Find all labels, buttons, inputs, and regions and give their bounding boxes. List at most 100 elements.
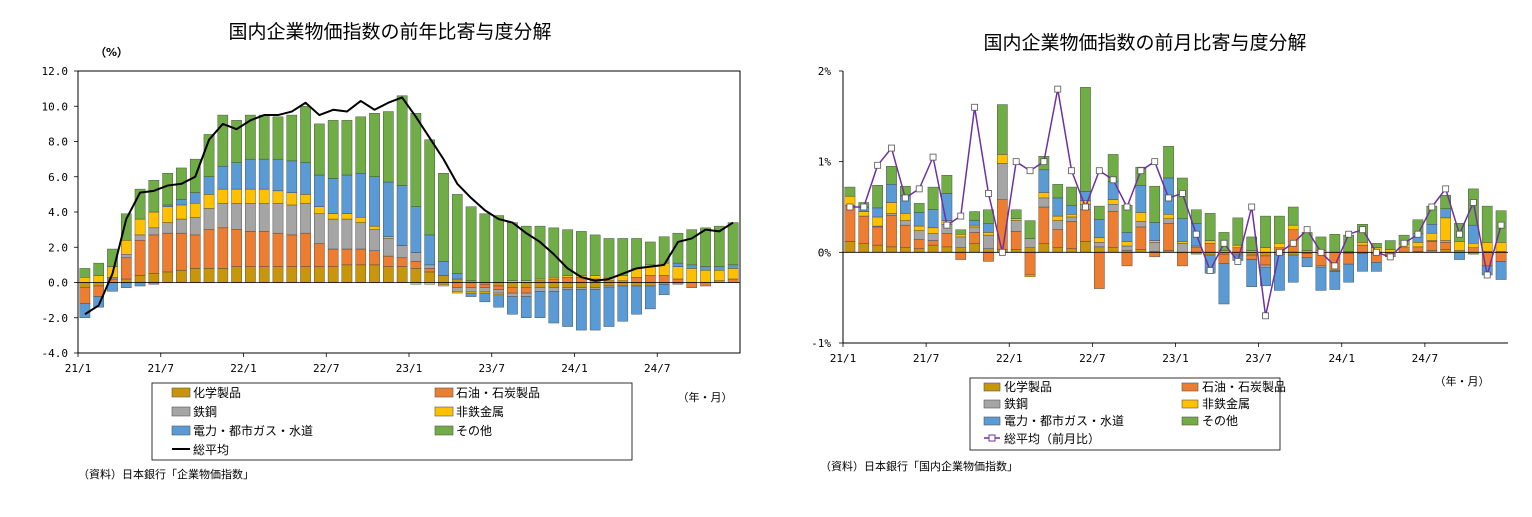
- r-total-marker: [1303, 226, 1311, 234]
- r-bar-segment: [1052, 247, 1064, 253]
- r-x-tick-label: 22/1: [996, 352, 1023, 365]
- r-bar-segment: [983, 232, 994, 236]
- l-bar-segment: [120, 282, 132, 288]
- l-bar-segment: [645, 285, 656, 310]
- r-bar-segment: [1052, 215, 1064, 221]
- left-legend-swatch: [434, 425, 454, 436]
- l-bar-segment: [465, 291, 477, 294]
- l-bar-segment: [576, 282, 587, 288]
- l-bar-segment: [231, 229, 242, 267]
- right-legend-swatch: [1181, 416, 1199, 426]
- l-bar-segment: [79, 287, 91, 304]
- r-bar-segment: [900, 220, 911, 226]
- l-bar-segment: [520, 225, 532, 281]
- r-total-marker: [1026, 167, 1034, 175]
- r-total-marker: [1123, 203, 1131, 211]
- r-bar-segment: [969, 211, 980, 221]
- l-bar-segment: [465, 292, 477, 297]
- r-bar-segment: [1093, 246, 1105, 253]
- l-bar-segment: [507, 282, 518, 288]
- r-bar-segment: [1343, 263, 1355, 283]
- l-bar-segment: [631, 285, 642, 315]
- l-bar-segment: [272, 116, 284, 160]
- l-y-tick-label: -2.0: [42, 312, 69, 325]
- r-bar-segment: [872, 185, 883, 209]
- r-bar-segment: [1024, 252, 1036, 276]
- l-bar-segment: [203, 268, 215, 283]
- l-bar-segment: [603, 287, 615, 327]
- r-bar-segment: [1357, 224, 1368, 243]
- l-bar-segment: [217, 114, 229, 167]
- l-bar-segment: [479, 291, 491, 294]
- r-bar-segment: [1052, 229, 1064, 248]
- r-bar-segment: [1177, 252, 1188, 267]
- l-bar-segment: [603, 282, 615, 287]
- left-legend-frame: [151, 382, 633, 461]
- l-bar-segment: [217, 165, 229, 190]
- left-legend-label: 鉄鋼: [193, 404, 217, 419]
- r-bar-segment: [1024, 238, 1036, 248]
- l-bar-segment: [714, 225, 725, 267]
- r-bar-segment: [872, 207, 883, 218]
- l-bar-segment: [534, 291, 546, 318]
- l-bar-segment: [327, 120, 339, 179]
- r-bar-segment: [886, 165, 897, 185]
- right-legend-swatch: [1181, 399, 1199, 409]
- l-bar-segment: [548, 291, 560, 324]
- l-bar-segment: [79, 268, 91, 278]
- r-bar-segment: [1246, 254, 1258, 260]
- left-legend-label: 総平均: [193, 443, 229, 457]
- l-bar-segment: [355, 116, 367, 174]
- r-bar-segment: [1440, 242, 1451, 250]
- l-bar-segment: [383, 266, 394, 283]
- l-x-tick-label: 23/7: [479, 362, 506, 375]
- r-total-marker: [1179, 189, 1186, 197]
- l-bar-segment: [520, 292, 532, 297]
- r-bar-segment: [1121, 252, 1133, 267]
- l-x-tick-label: 24/7: [644, 362, 671, 375]
- l-bar-segment: [189, 234, 201, 269]
- r-bar-segment: [1260, 247, 1271, 253]
- r-total-marker: [874, 161, 882, 169]
- r-x-tick-label: 24/7: [1412, 352, 1439, 365]
- r-bar-segment: [927, 186, 939, 210]
- r-bar-segment: [1024, 247, 1036, 253]
- l-bar-segment: [162, 204, 173, 207]
- right-x-ticks: 21/1 21/7 22/1 22/7 23/1 23/7 24/1 24/7: [830, 343, 1438, 365]
- l-bar-segment: [341, 213, 353, 220]
- l-bar-segment: [424, 271, 435, 283]
- r-bar-segment: [1190, 245, 1202, 249]
- r-total-marker: [1137, 167, 1145, 175]
- l-x-tick-label: 21/7: [148, 362, 175, 375]
- r-bar-segment: [1052, 197, 1064, 217]
- left-legend-label: 石油・石炭製品: [456, 386, 540, 400]
- r-bar-segment: [1204, 252, 1216, 256]
- r-total-marker: [1206, 267, 1214, 274]
- l-bar-segment: [300, 266, 311, 283]
- left-legend-swatch: [434, 406, 454, 417]
- r-total-marker: [846, 203, 854, 211]
- right-bars: [843, 85, 1508, 320]
- l-bar-segment: [286, 160, 298, 193]
- r-bar-segment: [913, 248, 925, 253]
- l-bar-segment: [700, 227, 711, 267]
- r-bar-segment: [1080, 209, 1091, 242]
- r-bar-segment: [1163, 146, 1174, 179]
- r-bar-segment: [1107, 199, 1119, 205]
- l-bar-segment: [520, 287, 532, 294]
- r-bar-segment: [1066, 216, 1077, 222]
- r-bar-segment: [1357, 253, 1368, 272]
- l-bar-segment: [410, 252, 422, 262]
- l-bar-segment: [424, 139, 435, 236]
- l-bar-segment: [148, 180, 160, 213]
- r-bar-segment: [886, 246, 897, 253]
- l-bar-segment: [300, 194, 311, 204]
- l-bar-segment: [176, 232, 187, 271]
- l-bar-segment: [355, 248, 367, 266]
- l-bar-segment: [327, 248, 339, 267]
- r-y-tick-label: 2%: [818, 65, 832, 78]
- l-bar-segment: [617, 282, 629, 287]
- l-bar-segment: [534, 287, 546, 292]
- l-bar-segment: [438, 173, 449, 262]
- l-bar-segment: [507, 287, 518, 294]
